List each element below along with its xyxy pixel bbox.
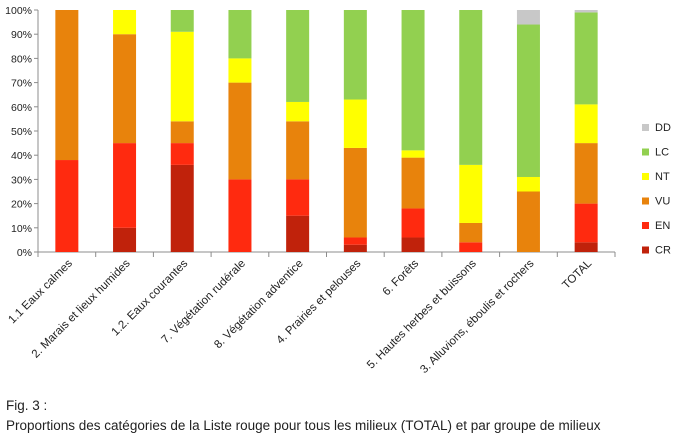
- bar-en: [459, 242, 483, 252]
- bar-nt: [401, 150, 425, 158]
- legend-swatch-en: [642, 222, 649, 229]
- bar-nt: [228, 58, 252, 83]
- bar-cr: [401, 237, 425, 252]
- bar-vu: [170, 121, 194, 144]
- y-tick-label: 0%: [17, 247, 32, 259]
- stacked-bar-chart: 0%10%20%30%40%50%60%70%80%90%100%1.1 Eau…: [5, 5, 671, 376]
- bar-lc: [459, 10, 483, 165]
- bar-vu: [228, 82, 252, 180]
- bar-lc: [228, 10, 252, 59]
- y-tick-label: 40%: [11, 150, 32, 162]
- bar-nt: [343, 99, 367, 148]
- bar-en: [228, 179, 252, 252]
- y-tick-label: 60%: [11, 102, 32, 114]
- x-tick-label: 6. Forêts: [381, 257, 422, 298]
- legend-label-dd: DD: [655, 122, 671, 134]
- bar-en: [55, 160, 79, 252]
- bar-lc: [286, 10, 310, 102]
- bar-vu: [401, 157, 425, 209]
- bar-cr: [343, 244, 367, 252]
- bar-vu: [574, 143, 598, 204]
- bar-vu: [343, 147, 367, 238]
- y-tick-label: 90%: [11, 29, 32, 41]
- legend-swatch-nt: [642, 173, 649, 180]
- bar-en: [574, 203, 598, 243]
- bar-dd: [574, 10, 598, 13]
- bar-cr: [113, 227, 137, 252]
- bar-vu: [113, 34, 137, 144]
- legend-swatch-dd: [642, 124, 649, 131]
- bar-nt: [516, 176, 540, 192]
- bar-en: [343, 237, 367, 245]
- bar-en: [401, 208, 425, 238]
- x-tick-label: TOTAL: [560, 257, 594, 291]
- bar-en: [113, 143, 137, 228]
- figure-caption: Proportions des catégories de la Liste r…: [6, 418, 601, 433]
- bar-nt: [286, 101, 310, 122]
- y-tick-label: 50%: [11, 126, 32, 138]
- y-tick-label: 20%: [11, 199, 32, 211]
- bar-nt: [170, 31, 194, 122]
- legend-label-lc: LC: [655, 147, 669, 159]
- bar-dd: [516, 10, 540, 25]
- bar-vu: [55, 10, 79, 161]
- figure-label: Fig. 3 :: [6, 398, 48, 413]
- bar-lc: [343, 10, 367, 100]
- legend-label-cr: CR: [655, 245, 671, 257]
- y-tick-label: 10%: [11, 223, 32, 235]
- x-tick-label: 2. Marais et lieux humides: [30, 257, 133, 360]
- legend-label-nt: NT: [655, 171, 670, 183]
- bar-en: [286, 179, 310, 216]
- bar-vu: [516, 191, 540, 252]
- bar-en: [170, 143, 194, 165]
- bar-lc: [170, 10, 194, 32]
- legend-swatch-lc: [642, 148, 649, 156]
- bar-nt: [574, 104, 598, 144]
- bar-nt: [459, 164, 483, 223]
- legend-swatch-cr: [642, 246, 649, 254]
- bar-cr: [170, 164, 194, 252]
- legend-swatch-vu: [642, 197, 649, 205]
- x-tick-label: 5. Hautes herbes et buissons: [365, 257, 479, 371]
- bar-lc: [516, 24, 540, 177]
- bar-lc: [574, 12, 598, 105]
- legend-label-vu: VU: [655, 196, 670, 208]
- y-tick-label: 70%: [11, 78, 32, 90]
- y-tick-label: 30%: [11, 174, 32, 186]
- x-tick-label: 3. Alluvions, éboulis et rochers: [418, 257, 536, 375]
- y-tick-label: 80%: [11, 53, 32, 65]
- bar-vu: [459, 222, 483, 243]
- bar-lc: [401, 10, 425, 151]
- bar-cr: [286, 215, 310, 252]
- y-tick-label: 100%: [5, 5, 32, 17]
- legend-label-en: EN: [655, 220, 670, 232]
- bar-cr: [574, 242, 598, 252]
- bar-vu: [286, 121, 310, 180]
- bar-nt: [113, 10, 137, 35]
